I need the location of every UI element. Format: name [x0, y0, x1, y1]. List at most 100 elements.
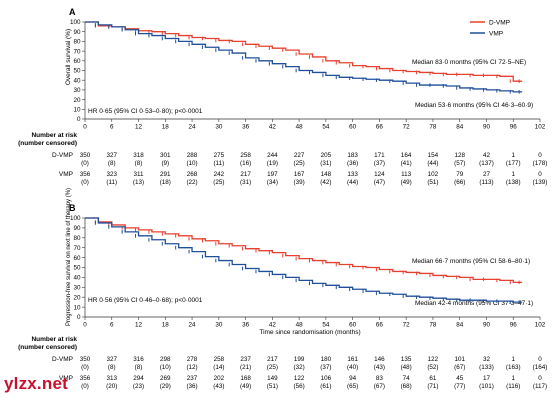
panel-a-y-tick-label: 0 [77, 116, 81, 123]
legend-vmp-label: VMP [489, 31, 503, 38]
panel-a-risk-vmp-count: 124 [374, 171, 385, 178]
panel-a-risk-d-vmp-count: 244 [267, 152, 278, 159]
panel-a-risk-vmp-censored: (66) [454, 179, 465, 186]
panel-a-y-tick-label: 40 [73, 77, 81, 84]
panel-a-risk-vmp-count: 148 [321, 171, 332, 178]
panel-a-risk-vmp-censored: (138) [506, 179, 521, 186]
x-axis-title: Time since randomisation (months) [259, 329, 360, 336]
panel-b-y-tick-label: 50 [73, 265, 81, 272]
panel-a-y-tick-label: 50 [73, 68, 81, 75]
panel-b-risk-d-vmp-count: 298 [160, 356, 171, 363]
panel-b-y-tick-label: 10 [73, 304, 81, 311]
panel-a-label: A [69, 7, 76, 17]
panel-b-risk-d-vmp-censored: (21) [240, 364, 251, 371]
panel-a-risk-title: Number at risk [31, 132, 77, 139]
panel-b-x-tick-label: 90 [483, 322, 491, 329]
panel-a-risk-vmp-censored: (51) [427, 179, 438, 186]
panel-b-x-tick-label: 24 [189, 322, 197, 329]
panel-b-risk-row-label-vmp: VMP [59, 375, 73, 382]
panel-b-hr-text: HR 0·56 (95% CI 0·46–0·68); p<0·0001 [88, 297, 203, 304]
panel-b-curve-d-vmp [85, 217, 523, 283]
panel-a-risk-d-vmp-censored: (41) [401, 160, 412, 167]
panel-a-risk-d-vmp-censored: (177) [506, 160, 521, 167]
panel-b-risk-d-vmp-censored: (32) [294, 364, 305, 371]
panel-a-risk-d-vmp-censored: (8) [135, 160, 143, 167]
panel-a-risk-vmp-censored: (34) [267, 179, 278, 186]
panel-a-curve-vmp [85, 21, 523, 93]
panel-a-risk-vmp-count: 217 [240, 171, 251, 178]
panel-b-risk-subtitle: (number censored) [18, 344, 77, 351]
panel-a-risk-d-vmp-count: 258 [240, 152, 251, 159]
panel-b-risk-d-vmp-count: 161 [347, 356, 358, 363]
panel-b-risk-vmp-count: 83 [376, 375, 384, 382]
panel-b-y-tick-label: 0 [77, 314, 81, 321]
panel-a-risk-d-vmp-count: 327 [107, 152, 118, 159]
panel-b-risk-d-vmp-count: 350 [80, 356, 91, 363]
panel-b-risk-d-vmp-censored: (12) [186, 364, 197, 371]
panel-b-risk-title: Number at risk [31, 336, 77, 343]
panel-b-risk-vmp-count: 74 [403, 375, 411, 382]
panel-a-x-tick-label: 60 [349, 124, 357, 131]
panel-a-y-tick-label: 70 [73, 48, 81, 55]
panel-b-risk-vmp-count: 17 [483, 375, 491, 382]
panel-b-median-vmp: Median 42·4 months (95% CI 37·3–47·1) [415, 300, 533, 307]
panel-a-risk-vmp-count: 197 [267, 171, 278, 178]
panel-b-y-tick-label: 90 [73, 225, 81, 232]
panel-a-risk-d-vmp-count: 171 [374, 152, 385, 159]
panel-a-x-tick-label: 96 [510, 124, 518, 131]
panel-b-y-tick-label: 20 [73, 294, 81, 301]
panel-a-y-tick-label: 10 [73, 107, 81, 114]
panel-a-risk-vmp-count: 291 [160, 171, 171, 178]
panel-b-risk-vmp-count: 356 [80, 375, 91, 382]
panel-b-risk-vmp-count: 0 [538, 375, 542, 382]
panel-b-risk-vmp-count: 61 [429, 375, 437, 382]
panel-b-risk-d-vmp-count: 122 [428, 356, 439, 363]
panel-b-median-d-vmp: Median 66·7 months (95% CI 58·6–80·1) [412, 258, 530, 265]
panel-a-risk-vmp-censored: (49) [401, 179, 412, 186]
panel-b-risk-d-vmp-count: 217 [267, 356, 278, 363]
panel-b-risk-vmp-count: 269 [160, 375, 171, 382]
panel-b-y-tick-label: 40 [73, 275, 81, 282]
panel-b-risk-vmp-censored: (29) [160, 383, 171, 390]
panel-b-x-tick-label: 72 [403, 322, 411, 329]
panel-a-risk-vmp-censored: (44) [347, 179, 358, 186]
panel-b-risk-row-label-d-vmp: D-VMP [52, 356, 73, 363]
panel-b-risk-d-vmp-count: 199 [294, 356, 305, 363]
panel-a-risk-d-vmp-count: 128 [454, 152, 465, 159]
panel-b-risk-vmp-censored: (49) [240, 383, 251, 390]
panel-a-risk-vmp-count: 133 [347, 171, 358, 178]
panel-b-risk-d-vmp-censored: (48) [401, 364, 412, 371]
panel-a-risk-vmp-censored: (47) [374, 179, 385, 186]
panel-a-risk-d-vmp-count: 318 [133, 152, 144, 159]
panel-a-risk-vmp-count: 102 [428, 171, 439, 178]
panel-b-risk-vmp-count: 149 [267, 375, 278, 382]
panel-b-risk-d-vmp-count: 258 [214, 356, 225, 363]
panel-b-risk-d-vmp-count: 135 [401, 356, 412, 363]
panel-a-risk-vmp-count: 311 [134, 171, 145, 178]
panel-b-risk-d-vmp-count: 0 [538, 356, 542, 363]
panel-a-risk-vmp-censored: (22) [186, 179, 197, 186]
panel-b-risk-d-vmp-censored: (133) [479, 364, 494, 371]
panel-a-risk-vmp-count: 268 [187, 171, 198, 178]
panel-b-risk-d-vmp-censored: (40) [347, 364, 358, 371]
panel-a-risk-d-vmp-count: 288 [187, 152, 198, 159]
panel-b-risk-vmp-censored: (68) [401, 383, 412, 390]
panel-b-risk-vmp-count: 237 [187, 375, 198, 382]
panel-b-risk-d-vmp-censored: (164) [533, 364, 548, 371]
panel-b-risk-d-vmp-censored: (8) [108, 364, 116, 371]
legend-d-vmp-label: D-VMP [489, 20, 510, 27]
panel-b-x-tick-label: 54 [322, 322, 330, 329]
panel-a-risk-d-vmp-count: 275 [214, 152, 225, 159]
panel-b-x-tick-label: 96 [510, 322, 518, 329]
panel-b-x-tick-label: 60 [349, 322, 357, 329]
panel-b-risk-vmp-censored: (43) [213, 383, 224, 390]
panel-b-risk-vmp-count: 202 [214, 375, 225, 382]
panel-b-x-tick-label: 36 [242, 322, 250, 329]
panel-b-risk-vmp-censored: (117) [533, 383, 547, 390]
panel-b-risk-d-vmp-count: 32 [483, 356, 491, 363]
panel-a-risk-vmp-censored: (18) [160, 179, 171, 186]
panel-b-risk-d-vmp-censored: (8) [135, 364, 143, 371]
panel-a-y-tick-label: 80 [73, 39, 81, 46]
